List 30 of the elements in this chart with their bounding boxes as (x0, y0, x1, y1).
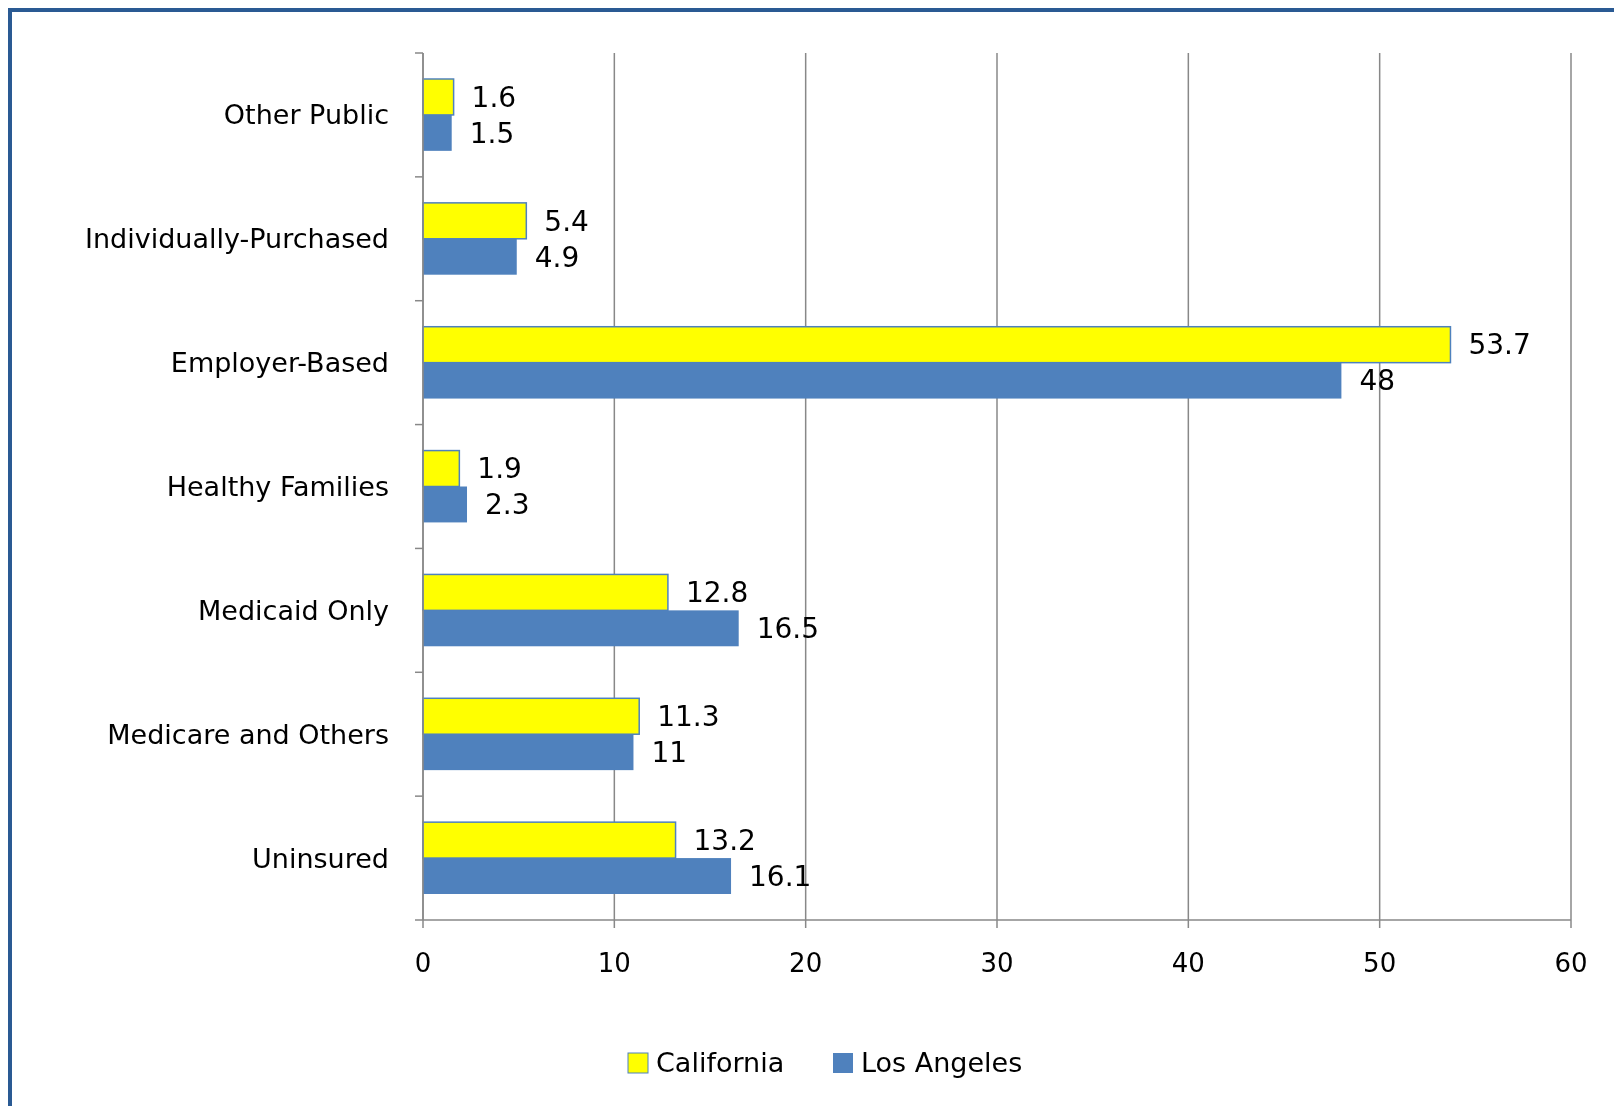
data-label: 12.8 (685, 576, 749, 610)
data-label: 1.6 (471, 80, 517, 114)
y-tick-label: Individually-Purchased (85, 223, 389, 255)
y-tick-label: Medicare and Others (107, 718, 389, 750)
y-tick-label: Healthy Families (166, 470, 389, 502)
data-label: 13.2 (693, 823, 756, 857)
x-tick-label: 0 (414, 948, 432, 978)
y-tick-label: Employer-Based (170, 347, 389, 379)
data-label: 4.9 (534, 240, 580, 274)
data-label: 2.3 (485, 488, 530, 522)
data-label: 11.3 (657, 700, 720, 734)
x-tick-label: 30 (980, 948, 1014, 978)
data-label: 1.5 (469, 116, 515, 150)
x-tick-label: 20 (789, 948, 823, 978)
data-label: 11 (651, 735, 688, 769)
legend-label: California (656, 1047, 785, 1079)
y-tick-label: Other Public (223, 99, 389, 131)
legend-label: Los Angeles (861, 1047, 1023, 1079)
x-tick-label: 50 (1363, 948, 1397, 978)
data-label: 16.5 (756, 612, 820, 646)
y-tick-label: Uninsured (252, 842, 389, 874)
x-tick-label: 10 (597, 948, 631, 978)
data-label: 48 (1359, 364, 1396, 398)
data-label: 53.7 (1468, 328, 1531, 362)
x-tick-label: 60 (1554, 948, 1588, 978)
y-tick-label: Medicaid Only (197, 594, 390, 626)
x-tick-label: 40 (1171, 948, 1205, 978)
data-label: 1.9 (477, 452, 522, 486)
data-label: 5.4 (544, 204, 589, 238)
data-label: 16.1 (749, 859, 812, 893)
